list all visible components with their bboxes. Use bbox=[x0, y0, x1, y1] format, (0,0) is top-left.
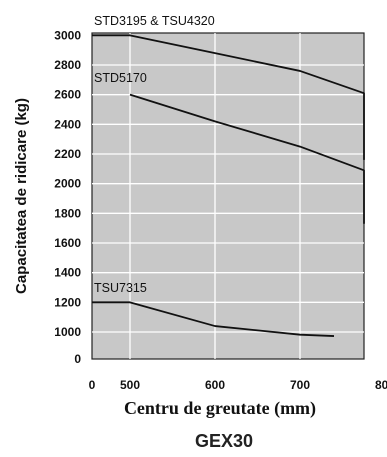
y-tick-label: 1200 bbox=[54, 295, 81, 309]
series-line bbox=[92, 34, 365, 160]
series-line bbox=[129, 93, 365, 224]
y-tick-label: 1400 bbox=[54, 266, 81, 280]
x-tick-label: 800 bbox=[375, 378, 387, 392]
chart-footer-label: GEX30 bbox=[195, 431, 253, 451]
y-axis-label: Capacitatea de ridicare (kg) bbox=[13, 98, 30, 294]
y-tick-label: 2400 bbox=[54, 117, 81, 131]
x-tick-label: 600 bbox=[205, 378, 225, 392]
y-tick-label: 1000 bbox=[54, 325, 81, 339]
series-lines bbox=[92, 34, 365, 337]
series-name-label: STD5170 bbox=[94, 71, 147, 85]
series-name-label: STD3195 & TSU4320 bbox=[94, 14, 215, 28]
y-tick-label: 3000 bbox=[54, 28, 81, 42]
x-tick-labels: 050060070080090010001100 bbox=[89, 378, 387, 392]
y-tick-label: 2800 bbox=[54, 58, 81, 72]
y-tick-label: 2000 bbox=[54, 177, 81, 191]
x-tick-label: 700 bbox=[290, 378, 310, 392]
x-tick-label: 0 bbox=[89, 378, 96, 392]
series-name-label: TSU7315 bbox=[94, 281, 147, 295]
y-tick-label: 0 bbox=[74, 352, 81, 366]
series-labels: STD3195 & TSU4320 STD5170 TSU7315 bbox=[94, 14, 215, 295]
y-tick-label: 2600 bbox=[54, 88, 81, 102]
y-tick-label: 2200 bbox=[54, 147, 81, 161]
x-tick-label: 500 bbox=[120, 378, 140, 392]
y-tick-label: 1600 bbox=[54, 236, 81, 250]
y-tick-label: 1800 bbox=[54, 206, 81, 220]
grid-lines bbox=[92, 33, 386, 359]
series-line bbox=[92, 301, 335, 337]
y-tick-labels: 0 1000 1200 1400 1600 1800 2000 2200 2400 2600 280… bbox=[54, 28, 81, 366]
x-axis-label: Centru de greutate (mm) bbox=[124, 398, 316, 419]
